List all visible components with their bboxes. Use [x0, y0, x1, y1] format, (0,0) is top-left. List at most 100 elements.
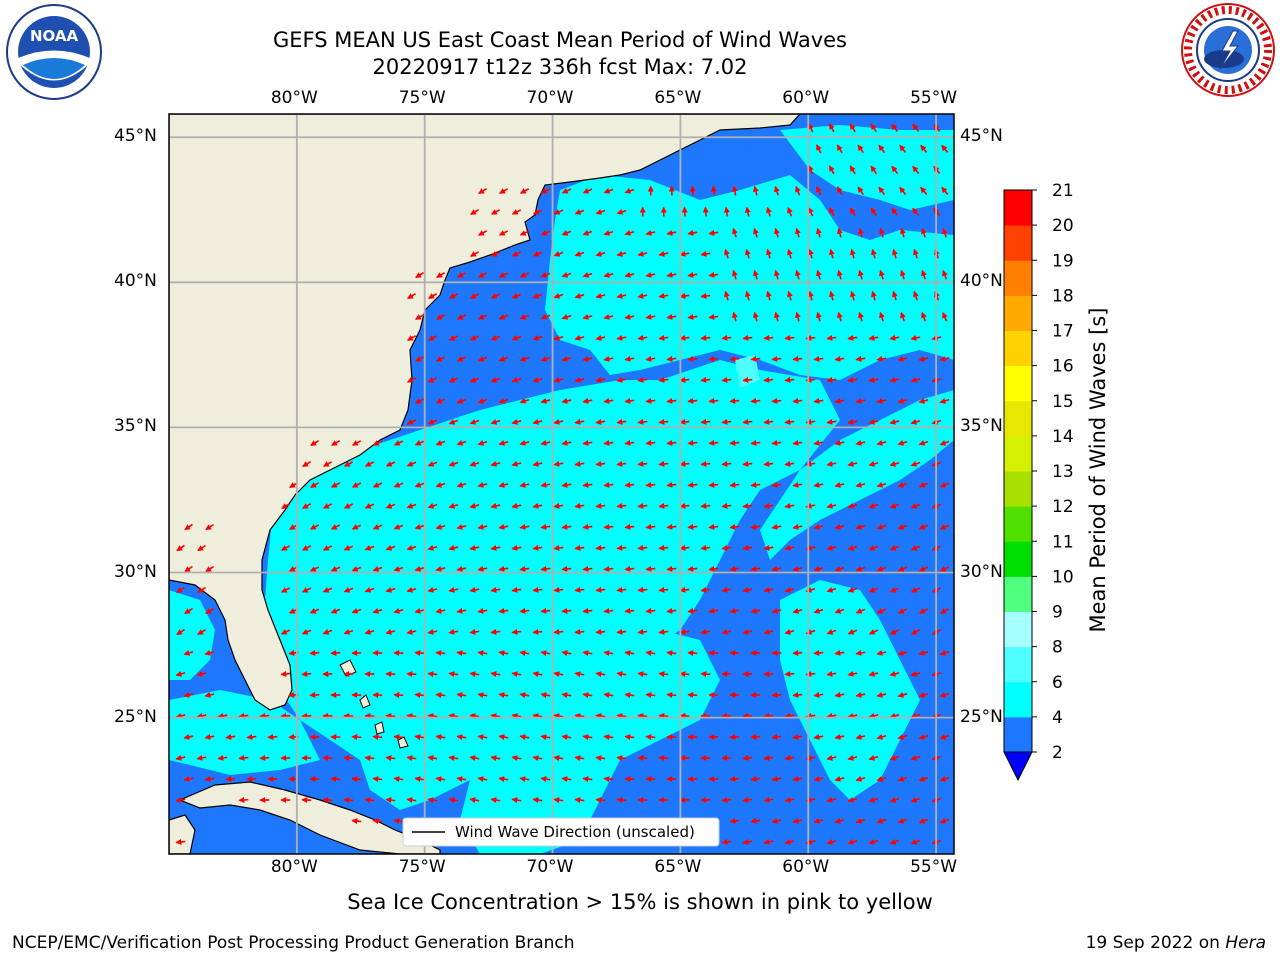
wind-wave-arrow [871, 248, 877, 259]
wind-wave-arrow [351, 818, 362, 825]
wind-wave-arrow [826, 586, 837, 593]
wind-wave-arrow [763, 796, 774, 803]
wind-wave-arrow [941, 186, 949, 195]
wind-wave-arrow [574, 713, 585, 720]
wind-wave-arrow [183, 649, 194, 656]
wind-wave-arrow [834, 397, 845, 404]
wind-wave-arrow [603, 439, 614, 446]
wind-wave-arrow [763, 712, 774, 719]
wind-wave-arrow [553, 460, 564, 467]
wind-wave-arrow [742, 754, 753, 761]
wind-wave-arrow [330, 524, 341, 530]
wind-wave-arrow [435, 650, 446, 657]
colorbar-segment [1004, 506, 1032, 542]
wind-wave-arrow [322, 545, 333, 551]
wind-wave-arrow [595, 628, 606, 635]
wind-wave-arrow [666, 650, 677, 657]
wind-wave-arrow [918, 608, 929, 614]
wind-wave-arrow [448, 460, 459, 467]
wind-wave-arrow [322, 629, 333, 635]
wind-wave-arrow [897, 691, 908, 698]
wind-wave-arrow [427, 544, 438, 551]
colorbar-extend-min [1003, 751, 1033, 782]
wind-wave-arrow [645, 650, 656, 657]
wind-wave-arrow [175, 838, 186, 845]
wind-wave-arrow [899, 144, 907, 154]
wind-wave-arrow [837, 269, 843, 280]
footer-host: Hera [1225, 933, 1266, 953]
wind-wave-arrow [795, 185, 801, 196]
wind-wave-arrow [763, 586, 774, 593]
wind-wave-arrow [624, 229, 635, 236]
wind-wave-arrow [750, 817, 761, 824]
wind-wave-arrow [637, 418, 648, 425]
wind-wave-arrow [826, 334, 837, 341]
wind-wave-arrow [849, 165, 856, 175]
wind-wave-arrow [511, 544, 522, 551]
wind-wave-arrow [519, 397, 530, 404]
wind-wave-arrow [532, 334, 543, 341]
wind-wave-arrow [855, 733, 866, 740]
wind-wave-arrow [448, 335, 459, 341]
wind-wave-arrow [456, 356, 467, 362]
wind-wave-arrow [645, 355, 656, 362]
wind-wave-arrow [490, 755, 501, 762]
wind-wave-arrow [679, 544, 690, 551]
wind-wave-arrow [582, 692, 593, 699]
colorbar-segment [1004, 681, 1032, 718]
wind-wave-arrow [540, 439, 551, 446]
wind-wave-arrow [834, 355, 845, 362]
wind-wave-arrow [427, 586, 438, 593]
wind-wave-arrow [939, 524, 950, 530]
wind-wave-arrow [910, 460, 921, 467]
wind-wave-arrow [753, 269, 759, 280]
wind-wave-arrow [511, 502, 522, 509]
wind-wave-arrow [637, 544, 648, 551]
wind-wave-arrow [310, 439, 320, 447]
wind-wave-arrow [511, 628, 522, 635]
lat-tick-label-left: 30°N [114, 561, 157, 582]
wind-wave-arrow [246, 775, 257, 782]
lat-tick-label-right: 30°N [960, 561, 1003, 582]
wind-wave-arrow [868, 376, 879, 383]
wind-wave-arrow [196, 754, 207, 761]
wind-wave-arrow [595, 713, 606, 720]
wind-wave-arrow [721, 376, 732, 383]
wind-wave-arrow [700, 460, 711, 467]
wind-wave-arrow [406, 503, 417, 509]
wind-wave-arrow [435, 481, 446, 488]
colorbar-segment [1004, 365, 1032, 402]
wind-wave-arrow [532, 628, 543, 635]
wind-wave-arrow [855, 397, 866, 404]
wind-wave-arrow [414, 440, 425, 446]
wind-wave-arrow [553, 544, 564, 551]
wind-wave-arrow [708, 397, 719, 404]
wind-wave-arrow [498, 776, 509, 783]
wind-wave-arrow [855, 649, 866, 656]
graticule [169, 114, 954, 854]
wind-wave-arrow [561, 650, 572, 657]
lat-tick-label-left: 35°N [114, 416, 157, 437]
wind-wave-arrow [259, 712, 270, 719]
wind-wave-arrow [826, 796, 837, 803]
wind-wave-arrow [679, 628, 690, 635]
wind-wave-arrow [786, 248, 793, 259]
wind-wave-arrow [784, 796, 795, 803]
wind-wave-arrow [603, 650, 614, 657]
wind-wave-arrow [784, 502, 795, 509]
wind-wave-arrow [687, 607, 698, 614]
wind-wave-arrow [280, 712, 291, 719]
wind-wave-arrow [372, 440, 383, 446]
wind-wave-arrow [742, 796, 753, 803]
wind-wave-arrow [792, 397, 803, 404]
wind-wave-arrow [645, 271, 656, 278]
wind-wave-arrow [469, 419, 480, 425]
wind-wave-arrow [773, 311, 780, 322]
wind-wave-arrow [900, 227, 906, 238]
wind-wave-arrow [477, 314, 488, 320]
wind-wave-arrow [876, 775, 887, 782]
lat-tick-label-left: 40°N [114, 271, 157, 292]
wind-wave-arrow [763, 334, 774, 341]
wind-wave-arrow [910, 754, 921, 761]
wind-wave-arrow [752, 311, 759, 322]
